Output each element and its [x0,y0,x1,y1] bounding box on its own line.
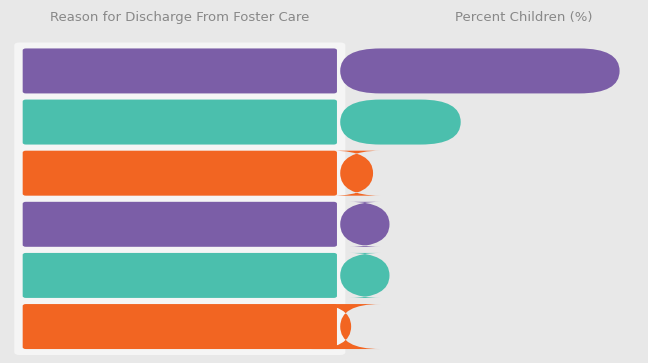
Text: 2%: 2% [323,319,348,334]
Text: 9%: 9% [360,217,384,232]
Text: Move in with other relatives: Move in with other relatives [74,167,286,180]
Text: Adoption: Adoption [146,115,214,129]
Text: Guardianship: Guardianship [130,269,230,282]
Text: Emancipation: Emancipation [129,218,231,231]
Text: Reunification with parents or
caretakers: Reunification with parents or caretakers [70,56,290,85]
Text: 51%: 51% [579,64,614,78]
Text: 22%: 22% [421,115,456,130]
Text: Reason for Discharge From Foster Care: Reason for Discharge From Foster Care [50,11,310,24]
Text: 6%: 6% [345,166,370,181]
Text: Transfer to a different agency: Transfer to a different agency [67,320,292,333]
Text: 9%: 9% [360,268,384,283]
Text: Percent Children (%): Percent Children (%) [454,11,592,24]
